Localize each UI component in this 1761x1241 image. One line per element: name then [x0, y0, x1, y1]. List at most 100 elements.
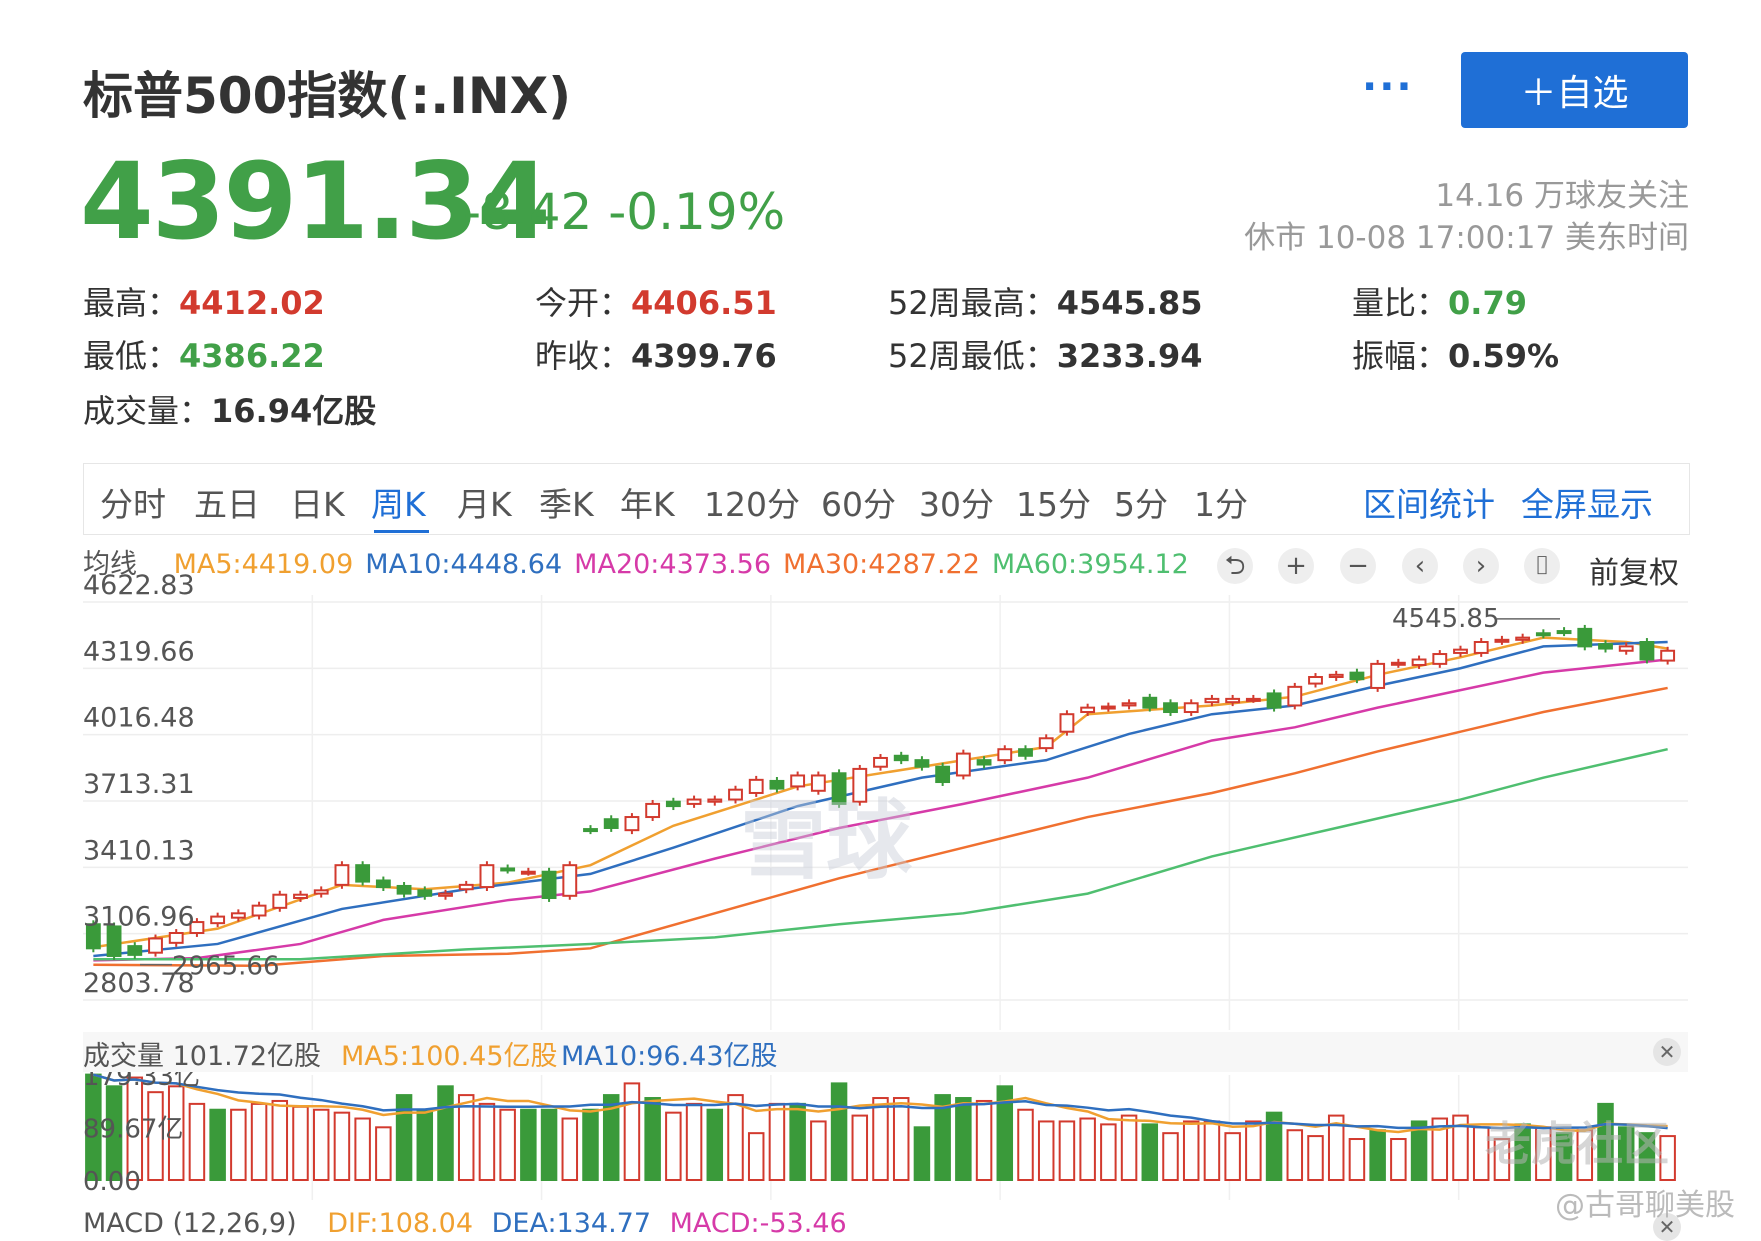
volume-bar [1182, 1120, 1200, 1182]
ma-line-ma60 [93, 747, 1668, 961]
candle [1349, 671, 1365, 681]
volume-bar [830, 1082, 848, 1181]
close-macd-icon[interactable]: ✕ [1653, 1213, 1681, 1241]
undo-icon[interactable]: ⮌ [1217, 548, 1253, 584]
candle [313, 889, 329, 895]
chart-watermark: 雪球 [740, 791, 912, 891]
volume-bar [1079, 1117, 1096, 1181]
tab-0[interactable]: 分时 [100, 485, 166, 524]
volume-label: 成交量 101.72亿股 [83, 1041, 322, 1072]
volume-header: 成交量 101.72亿股 MA5:100.45亿股 MA10:96.43亿股 ✕ [83, 1032, 1688, 1072]
volume-bar [1224, 1132, 1241, 1181]
candle [479, 864, 495, 889]
stat-item: 成交量：16.94亿股 [83, 386, 376, 432]
tab-1[interactable]: 五日 [194, 485, 260, 524]
candle [251, 904, 267, 917]
volume-bar [892, 1097, 910, 1181]
volume-bar [789, 1102, 806, 1181]
candle [1473, 641, 1489, 654]
candle [1059, 713, 1075, 733]
tab-2[interactable]: 日K [290, 485, 345, 524]
stat-value: 4412.02 [179, 284, 325, 322]
stat-value: 3233.94 [1056, 337, 1203, 375]
candle [230, 912, 246, 919]
volume-bar [934, 1094, 951, 1182]
candle [1018, 748, 1033, 757]
candle [1038, 737, 1054, 750]
volume-bar [167, 1085, 185, 1182]
tab-4[interactable]: 月K [457, 485, 512, 524]
ma-legend-item: MA10:4448.64 [365, 549, 563, 580]
tab-8[interactable]: 60分 [821, 485, 896, 524]
fullscreen-link[interactable]: 全屏显示 [1521, 485, 1653, 524]
price-change: -8.42 -0.19% [463, 183, 786, 241]
volume-bar [955, 1097, 972, 1181]
candle [1204, 697, 1220, 704]
ma-legend-item: MA20:4373.56 [574, 549, 772, 580]
candle [1598, 643, 1613, 650]
zoom-out-icon[interactable]: − [1340, 548, 1376, 584]
site-watermark: 老虎社区 [1485, 1117, 1669, 1171]
stat-value: 16.94亿股 [211, 392, 377, 430]
followers-count: 14.16 万球友关注 [1435, 178, 1689, 214]
candle [748, 778, 764, 794]
volume-bar [395, 1094, 413, 1182]
volume-bar [1348, 1138, 1366, 1182]
stat-label: 量比： [1352, 284, 1449, 322]
stat-label: 最低： [83, 337, 180, 375]
tab-5[interactable]: 季K [539, 485, 594, 524]
candle [438, 892, 453, 897]
tab-10[interactable]: 15分 [1016, 485, 1091, 524]
period-tab-bar: 分时 五日 日K 周K 月K 季K 年K 120分 60分 30分 15分 5分 1分 区间统计 全屏显示 [83, 463, 1690, 535]
tab-9[interactable]: 30分 [919, 485, 994, 524]
candle [873, 756, 888, 768]
candle [997, 748, 1013, 762]
volume-bar [105, 1085, 123, 1182]
adjust-mode-selector[interactable]: 前复权 [1589, 556, 1679, 591]
stat-label: 今开： [535, 284, 632, 322]
candle [583, 828, 598, 833]
y-tick-label: 3106.96 [83, 902, 195, 933]
stat-item: 52周最低：3233.94 [888, 331, 1202, 377]
candle [1308, 676, 1323, 685]
candle-icon[interactable]: ⌷ [1524, 548, 1560, 584]
volume-bar [1431, 1117, 1449, 1181]
volume-bar [685, 1102, 703, 1181]
stat-item: 量比：0.79 [1352, 278, 1527, 324]
candle [334, 864, 350, 886]
candle [914, 759, 930, 768]
more-options-icon[interactable]: ··· [1362, 64, 1414, 110]
stat-label: 昨收： [535, 337, 632, 375]
tab-6[interactable]: 年K [620, 485, 675, 524]
low-annotation: 2965.66 [172, 952, 280, 982]
candle [976, 759, 992, 766]
volume-y-label: 89.67亿 [83, 1115, 183, 1145]
candle [1080, 706, 1096, 714]
tab-3[interactable]: 周K [371, 485, 426, 524]
close-volume-icon[interactable]: ✕ [1653, 1038, 1681, 1066]
volume-y-label: 0.00 [83, 1167, 141, 1197]
candle [396, 884, 412, 895]
stat-value: 0.59% [1448, 337, 1560, 375]
volume-bar [312, 1108, 330, 1182]
chevron-right-icon[interactable]: › [1463, 548, 1499, 584]
range-stats-link[interactable]: 区间统计 [1363, 485, 1495, 524]
volume-bar [1638, 1132, 1656, 1181]
stat-label: 振幅： [1352, 337, 1449, 375]
candle [1328, 673, 1344, 679]
chevron-left-icon[interactable]: ‹ [1402, 548, 1438, 584]
zoom-in-icon[interactable]: + [1278, 548, 1314, 584]
volume-bar [582, 1108, 599, 1182]
tab-11[interactable]: 5分 [1114, 485, 1168, 524]
stat-value: 4406.51 [631, 284, 777, 322]
volume-bar [540, 1108, 558, 1182]
volume-ma10-line [93, 1073, 1668, 1130]
add-to-watchlist-button[interactable]: ＋自选 [1461, 52, 1688, 128]
stat-label: 52周最高： [888, 284, 1057, 322]
ma-line-ma30 [93, 686, 1668, 968]
tab-7[interactable]: 120分 [704, 485, 800, 524]
y-tick-label: 2803.78 [83, 968, 195, 999]
ma-line-ma10 [93, 640, 1668, 958]
tab-12[interactable]: 1分 [1194, 485, 1248, 524]
